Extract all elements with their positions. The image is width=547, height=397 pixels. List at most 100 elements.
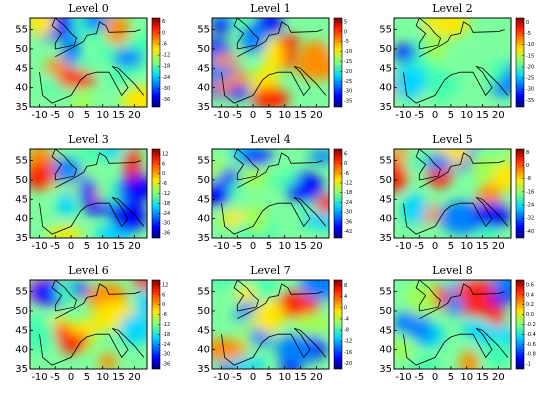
field-blobs — [212, 18, 329, 107]
x-tick-label: 0 — [432, 241, 438, 252]
field-blob — [406, 283, 436, 317]
coastline — [55, 21, 141, 58]
colorbar-tick-label: -18 — [162, 332, 170, 338]
colorbar-tick-label: 6 — [344, 151, 347, 157]
x-tick-label: 10 — [278, 241, 291, 252]
colorbar-tick-label: 6 — [162, 19, 165, 25]
colorbar-tick-label: -30 — [162, 352, 170, 358]
colorbar-tick-label: -0.2 — [526, 322, 536, 328]
y-tick-label: 55 — [379, 156, 392, 167]
colorbar-tick-label: -30 — [526, 87, 534, 93]
panel-title: Level 6 — [68, 264, 109, 277]
x-tick-label: 5 — [266, 372, 272, 383]
plot-frame — [393, 279, 512, 370]
field — [212, 18, 329, 107]
y-tick-label: 45 — [197, 194, 210, 205]
field-blobs — [212, 280, 329, 369]
x-tick-label: 10 — [96, 372, 109, 383]
field-blob — [438, 200, 486, 235]
x-tick-label: 0 — [68, 110, 74, 121]
colorbar-tick-label: -40 — [526, 229, 534, 235]
field-blob — [77, 149, 109, 162]
x-tick-label: 15 — [476, 110, 489, 121]
colorbar-tick-label: 0 — [162, 30, 165, 36]
y-tick-label: 55 — [379, 287, 392, 298]
x-tick-label: 20 — [492, 110, 505, 121]
colorbar-tick-label: -18 — [344, 190, 352, 196]
colorbar — [333, 17, 343, 108]
map-panel: Level 6-10 -5 0 5 10 15 2035404550551260-6-12-… — [15, 264, 170, 383]
field-blob — [469, 153, 497, 183]
panel-title: Level 3 — [68, 133, 109, 146]
coastline — [403, 65, 509, 104]
coastline — [39, 65, 145, 104]
field-blob — [47, 225, 83, 238]
colorbar-tick-label: 0.2 — [526, 302, 534, 308]
colorbar — [515, 148, 525, 239]
field-blob — [112, 198, 147, 233]
field-blob — [240, 149, 273, 166]
x-tick-label: 20 — [310, 110, 323, 121]
field-blob — [212, 18, 233, 34]
x-tick-label: 10 — [278, 372, 291, 383]
field-blob — [424, 29, 446, 64]
plot-frame — [29, 148, 148, 239]
y-tick-label: 40 — [197, 214, 210, 225]
y-tick-label: 45 — [197, 325, 210, 336]
x-tick-label: -5 — [232, 110, 242, 121]
field-blob — [212, 54, 240, 67]
map-panel: Level 0-10 -5 0 5 10 15 20354045505560-6-12-18… — [15, 2, 170, 121]
field-blobs — [394, 280, 511, 369]
x-tick-label: -5 — [414, 241, 424, 252]
x-tick-label: 5 — [448, 110, 454, 121]
coastline — [233, 280, 259, 312]
colorbar-tick-label: -20 — [526, 64, 534, 70]
coastline — [233, 149, 259, 181]
colorbar-tick-label: 0.6 — [526, 282, 534, 288]
colorbar-tick-label: -36 — [162, 97, 170, 103]
coastline — [237, 152, 323, 189]
y-tick-label: 50 — [197, 44, 210, 55]
field-blob — [487, 311, 506, 326]
colorbar-tick-label: -35 — [344, 99, 352, 105]
colorbar-tick-label: -6 — [162, 312, 167, 318]
field-blob — [226, 357, 267, 369]
colorbar-tick-label: -6 — [344, 171, 349, 177]
x-tick-label: -10 — [213, 110, 229, 121]
field-blob — [410, 357, 441, 369]
field-blob — [314, 195, 329, 214]
field — [212, 149, 329, 238]
x-tick-label: 10 — [96, 241, 109, 252]
colorbar-tick-label: 0 — [526, 20, 529, 26]
colorbar — [151, 17, 161, 108]
x-tick-label: 5 — [84, 110, 90, 121]
colorbar-tick-label: -12 — [344, 180, 352, 186]
coastline — [419, 283, 505, 320]
field-blob — [251, 87, 290, 107]
x-tick-label: 5 — [84, 372, 90, 383]
field-blob — [30, 162, 56, 191]
field-blob — [53, 323, 70, 342]
x-tick-label: 15 — [294, 372, 307, 383]
coastline — [39, 327, 145, 366]
x-tick-label: 5 — [84, 241, 90, 252]
colorbar-tick-label: -12 — [162, 322, 170, 328]
x-tick-label: 5 — [266, 110, 272, 121]
map-panel: Level 4-10 -5 0 5 10 15 20354045505560-6-12-18… — [197, 133, 352, 252]
colorbar-tick-label: -24 — [162, 342, 170, 348]
colorbar-tick-label: -35 — [526, 98, 534, 104]
field-blob — [56, 69, 96, 89]
y-tick-label: 40 — [15, 214, 28, 225]
colorbar-tick-label: 0 — [162, 302, 165, 308]
x-tick-label: 0 — [68, 372, 74, 383]
x-tick-label: 10 — [460, 110, 473, 121]
colorbar-tick-label: -5 — [526, 31, 531, 37]
y-tick-label: 45 — [15, 194, 28, 205]
field — [212, 280, 329, 369]
colorbar-tick-label: -25 — [526, 76, 534, 82]
colorbar-tick-label: -5 — [344, 39, 349, 45]
colorbar-tick-label: -12 — [344, 339, 352, 345]
colorbar-tick-label: -12 — [162, 191, 170, 197]
x-tick-label: -5 — [232, 372, 242, 383]
x-tick-label: -5 — [50, 241, 60, 252]
